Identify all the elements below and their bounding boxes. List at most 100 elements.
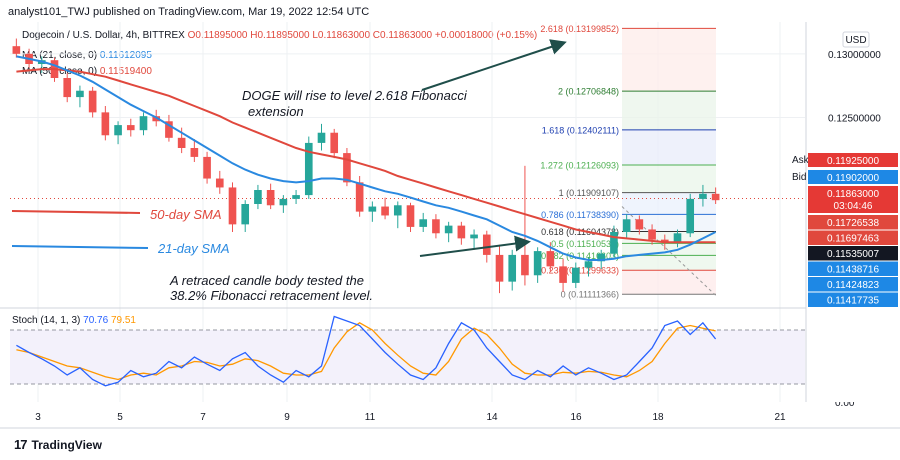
price-tag	[808, 246, 898, 261]
candle-body	[584, 261, 593, 268]
ask-tag	[808, 153, 898, 167]
x-tick-label: 9	[284, 412, 290, 423]
fib-level-label: 1.272 (0.12126093)	[540, 161, 619, 171]
candle-body	[673, 233, 682, 243]
price-tag-value: 0.11697463	[827, 234, 880, 245]
candle-body	[330, 132, 339, 154]
stoch-tick-label: 0.00	[835, 398, 855, 409]
candle-body	[711, 193, 720, 201]
stoch-k-line	[16, 315, 717, 387]
price-axis: USD 0.13000000 0.12500000 Ask 0.11925000 Bid 0…	[792, 22, 900, 402]
stoch-legend: Stoch (14, 1, 3) 70.76 79.51	[12, 315, 136, 326]
candle-body	[406, 205, 415, 227]
candle-body	[76, 90, 84, 98]
candle-body	[203, 156, 211, 179]
price-tick-label: 0.13000000	[828, 50, 881, 61]
candle-body	[177, 137, 186, 148]
ma21-label: MA (21, close, 0)	[22, 50, 98, 61]
candle-body	[419, 219, 428, 227]
price-tag	[808, 215, 898, 230]
stoch-pane: 80.0040.000.00	[10, 315, 860, 409]
candle-body	[292, 195, 300, 199]
x-tick-label: 21	[774, 412, 786, 423]
price-tag	[808, 261, 898, 276]
price-tag	[808, 230, 898, 245]
candle-body	[126, 125, 135, 131]
fib-level-label: 0.786 (0.11738390)	[541, 210, 619, 220]
candle-body	[610, 232, 618, 254]
stoch-d-value: 79.51	[110, 315, 136, 326]
fib-zone	[622, 165, 716, 193]
ma50-value: 0.11519400	[99, 66, 152, 77]
price-tag-value: 0.11726538	[827, 218, 880, 229]
price-tag-value: 0.11438716	[827, 265, 880, 276]
candle-body	[470, 234, 478, 239]
ma50-line	[16, 68, 716, 244]
candle-body	[432, 219, 440, 234]
tradingview-logo-icon: 17	[14, 437, 28, 452]
candle-body	[660, 239, 669, 243]
candle-body	[279, 198, 288, 206]
x-tick-label: 11	[365, 412, 376, 423]
symbol-name: Dogecoin / U.S. Dollar, 4h, BITTREX	[22, 30, 185, 41]
fib-zone	[622, 129, 716, 166]
candle-body	[444, 225, 453, 234]
candle-body	[101, 112, 110, 136]
candle-body	[393, 205, 402, 216]
candle-body	[254, 190, 262, 204]
ohlc-values: O0.11895000 H0.11895000 L0.11863000 C0.1…	[187, 30, 538, 41]
annotation-retraced: A retraced candle body tested the 38.2% F…	[169, 273, 373, 303]
ma21-value: 0.11612095	[99, 50, 152, 61]
candle-body	[317, 132, 326, 143]
candle-body	[114, 125, 122, 136]
candle-body	[622, 219, 631, 232]
rise-arrow	[421, 39, 567, 91]
price-tag	[808, 292, 898, 307]
fib-level-label: 1.618 (0.12402111)	[542, 125, 619, 135]
retrace-arrow	[419, 235, 531, 257]
fib-level-label: 0 (0.11111366)	[561, 290, 619, 300]
fib-zone	[622, 243, 716, 256]
candle-body	[152, 116, 161, 122]
price-tick-label: 0.12500000	[828, 113, 881, 124]
candle-body	[482, 234, 491, 255]
fib-level-label: 0.382 (0.11416603)	[541, 251, 619, 261]
bar-countdown: 03:04:46	[834, 201, 873, 212]
candle-body	[190, 148, 199, 157]
brand-name: TradingView	[31, 437, 102, 452]
fib-level-label: 0.5 (0.11510536)	[551, 239, 619, 249]
candle-body	[457, 225, 466, 239]
x-tick-label: 5	[117, 412, 123, 423]
candle-body	[355, 182, 364, 212]
candle-body	[165, 121, 173, 138]
fib-level-label: 0.618 (0.11604378)	[541, 227, 619, 237]
candle-body	[597, 253, 606, 262]
candle-body	[88, 90, 97, 113]
x-tick-label: 18	[652, 412, 664, 423]
annotation-doge-rise: DOGE will rise to level 2.618 Fibonacci e…	[242, 88, 468, 119]
candle-body	[508, 254, 517, 282]
bid-tag	[808, 170, 898, 184]
candle-body	[381, 206, 389, 216]
annotation-line: A retraced candle body tested the	[169, 273, 364, 288]
annotation-line: 38.2% Fibonacci retracement level.	[170, 288, 373, 303]
ma50-legend: MA (50, close, 0) 0.11519400	[22, 66, 152, 77]
candle-body	[215, 178, 224, 188]
price-tag-value: 0.11535007	[827, 249, 880, 260]
candle-body	[546, 251, 555, 267]
fib-level-label: 2.618 (0.13199852)	[540, 24, 619, 34]
publish-header: analyst101_TWJ published on TradingView.…	[8, 6, 370, 18]
candle-body	[521, 254, 529, 276]
x-tick-label: 3	[35, 412, 41, 423]
tradingview-brand[interactable]: 17 TradingView	[14, 437, 102, 452]
annotation-sma50: 50-day SMA	[150, 207, 222, 222]
currency-label: USD	[845, 35, 866, 46]
fib-zone	[622, 28, 716, 92]
candle-body	[266, 190, 275, 206]
price-tag	[808, 277, 898, 292]
stoch-band	[10, 330, 805, 384]
bid-label: Bid	[792, 172, 806, 183]
candle-body	[686, 198, 695, 234]
fib-tool[interactable]: 2.618 (0.13199852) 2 (0.12706848) 1.618 (0…	[10, 24, 805, 300]
